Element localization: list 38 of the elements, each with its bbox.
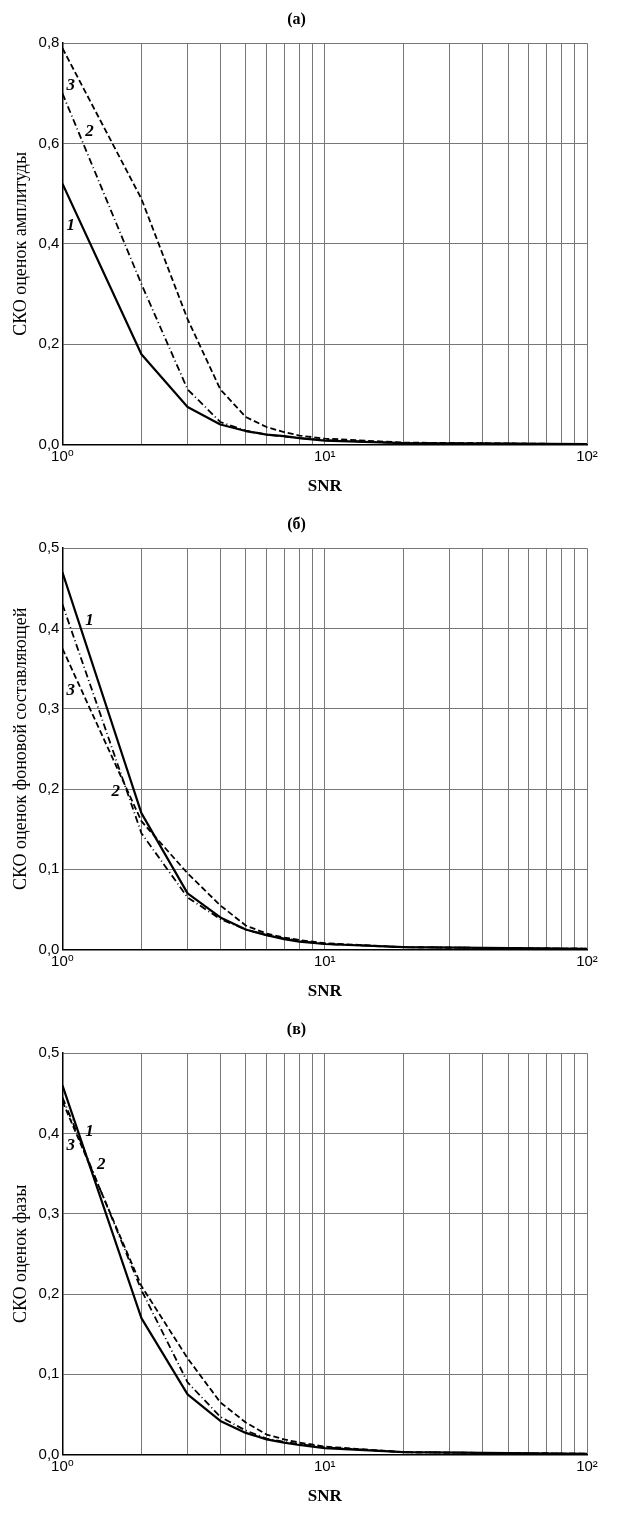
y-tick-label: 0,5 [38,1043,60,1061]
y-tick-label: 0,5 [38,538,60,556]
series-label: 1 [66,214,75,234]
series-label: 1 [85,609,94,629]
y-axis-title: СКО оценок фоновой составляющей [9,607,30,891]
series-label: 2 [110,781,121,801]
series-label: 3 [65,680,76,700]
chart-title: (в) [286,1019,307,1038]
y-tick-label: 0,6 [38,133,60,151]
series-label: 3 [65,1135,76,1155]
x-axis-title: SNR [307,476,343,496]
y-tick-label: 0,8 [38,33,60,51]
x-tick-label: 10¹ [313,446,336,464]
y-tick-label: 0,3 [38,1203,60,1221]
y-tick-label: 0,2 [38,779,60,797]
x-tick-label: 10¹ [313,1456,336,1474]
x-axis-title: SNR [307,1486,343,1506]
x-tick-label: 10¹ [313,951,336,969]
x-axis-title: SNR [307,981,343,1001]
y-tick-label: 0,4 [38,618,60,636]
y-tick-label: 0,4 [38,1123,60,1141]
series-label: 3 [65,75,76,95]
y-axis-title: СКО оценок амплитуды [9,151,30,336]
series-label: 1 [85,1121,94,1141]
series-label: 2 [96,1154,107,1174]
x-tick-label: 10² [576,446,598,464]
y-tick-label: 0,2 [38,1284,60,1302]
y-tick-label: 0,4 [38,234,60,252]
y-axis-title: СКО оценок фазы [9,1184,30,1324]
chart-title: (б) [287,514,306,533]
x-tick-label: 10² [576,951,598,969]
y-tick-label: 0,1 [38,859,60,877]
y-tick-label: 0,2 [38,334,60,352]
series-label: 2 [84,120,95,140]
x-tick-label: 10² [576,1456,598,1474]
y-tick-label: 0,3 [38,698,60,716]
y-tick-label: 0,1 [38,1364,60,1382]
chart-title: (а) [287,9,306,28]
